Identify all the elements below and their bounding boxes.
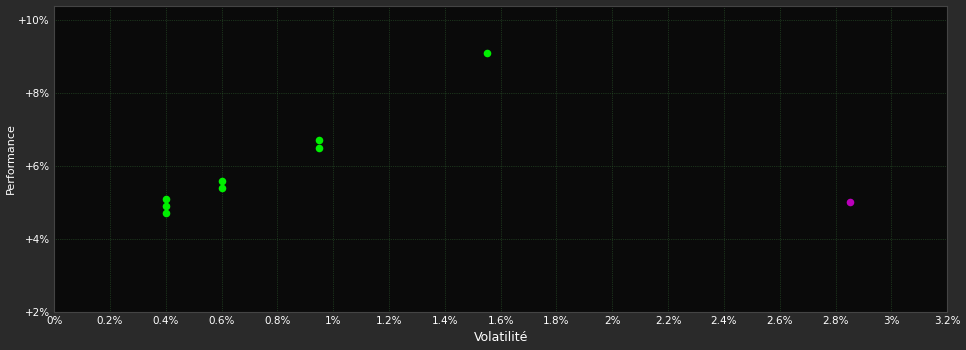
Point: [311, 138, 327, 143]
X-axis label: Volatilité: Volatilité: [473, 331, 527, 344]
Point: [158, 196, 174, 202]
Point: [213, 178, 229, 183]
Point: [479, 50, 495, 56]
Point: [841, 199, 857, 205]
Point: [311, 145, 327, 150]
Y-axis label: Performance: Performance: [6, 123, 15, 194]
Point: [158, 203, 174, 209]
Point: [158, 210, 174, 216]
Point: [213, 185, 229, 191]
